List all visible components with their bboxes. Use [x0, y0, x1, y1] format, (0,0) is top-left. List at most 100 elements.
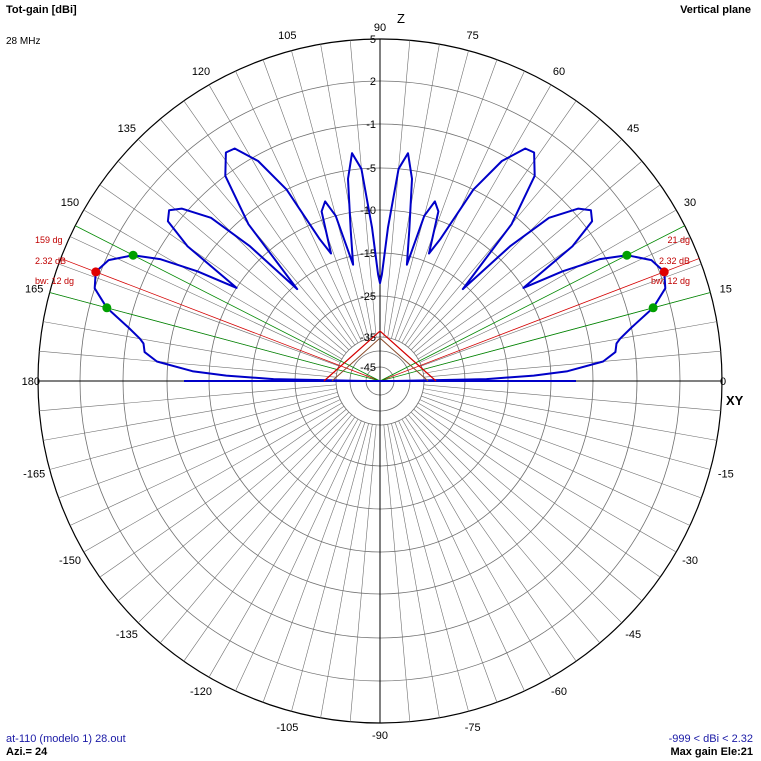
angle-label: 150 [61, 197, 79, 209]
radial-tick-label: -35 [360, 332, 376, 344]
file-name-label: at-110 (modelo 1) 28.out [6, 733, 126, 745]
angle-label: -60 [551, 686, 567, 698]
left-annotation: bw: 12 dg [35, 276, 74, 286]
left-annotation: 2.32 dB [35, 256, 66, 266]
gain-pattern [93, 147, 667, 382]
max-gain-label: Max gain Ele:21 [670, 746, 753, 758]
angle-label: -120 [190, 686, 212, 698]
grid-spoke [183, 100, 356, 346]
grid-spoke [408, 414, 601, 644]
grid-spoke [394, 59, 498, 340]
grid-spoke [404, 416, 577, 662]
beamwidth-marker [102, 303, 112, 313]
grid-spoke [208, 84, 359, 344]
grid-spoke [43, 321, 337, 374]
plane-label: Vertical plane [680, 4, 751, 16]
grid-spoke [401, 84, 552, 344]
grid-spoke [422, 392, 711, 470]
beamwidth-line [379, 225, 685, 382]
chart-title: Tot-gain [dBi] [6, 4, 77, 16]
angle-label: -90 [372, 730, 388, 742]
grid-spoke [349, 424, 377, 722]
grid-spoke [208, 418, 359, 678]
grid-spoke [49, 392, 338, 470]
radial-tick-label: 2 [370, 76, 376, 88]
grid-spoke [387, 44, 440, 338]
grid-spoke [117, 409, 347, 602]
grid-spoke [43, 388, 337, 441]
grid-spoke [137, 138, 350, 351]
angle-label: 45 [627, 123, 639, 135]
grid-spoke [262, 59, 366, 340]
angle-label: -45 [625, 629, 641, 641]
grid-spoke [423, 384, 721, 412]
angle-label: 105 [278, 30, 296, 42]
grid-spoke [421, 395, 702, 499]
grid-spoke [415, 405, 661, 578]
grid-spoke [39, 350, 337, 378]
frequency-label: 28 MHz [6, 36, 41, 47]
angle-label: 0 [720, 376, 726, 388]
grid-spoke [421, 263, 702, 367]
azimuth-label: Azi.= 24 [6, 746, 48, 758]
angle-label: 15 [720, 283, 732, 295]
grid-spoke [415, 184, 661, 357]
angle-label: 60 [553, 66, 565, 78]
beamwidth-marker [648, 303, 658, 313]
left-annotation: 159 dg [35, 235, 63, 245]
grid-spoke [383, 40, 411, 338]
right-annotation: 2.32 dB [659, 256, 690, 266]
beamwidth-marker [128, 250, 138, 260]
right-annotation: 21 dg [667, 235, 690, 245]
max-gain-line [60, 258, 381, 382]
grid-spoke [349, 40, 377, 338]
beam-annotations: 21 dg 2.32 dB bw: 12 dg 159 dg 2.32 dB bw: 12… [35, 235, 690, 286]
beamwidth-line [75, 225, 381, 382]
right-annotation: bw: 12 dg [651, 276, 690, 286]
grid-spoke [423, 350, 721, 378]
grid-spoke [413, 409, 643, 602]
grid-spoke [291, 50, 369, 339]
angle-label: -165 [23, 469, 45, 481]
grid-spoke [83, 209, 343, 360]
max-gain-marker [91, 267, 101, 277]
angle-label: 75 [467, 30, 479, 42]
radial-tick-label: -1 [366, 119, 376, 131]
grid-spoke [410, 411, 623, 624]
gain-pattern-curve [93, 147, 667, 382]
grid-spoke [391, 50, 469, 339]
grid-spoke [417, 209, 677, 360]
grid-spoke [413, 160, 643, 353]
grid-spoke [320, 44, 373, 338]
angle-label: 180 [22, 376, 40, 388]
angle-label: -15 [718, 469, 734, 481]
angle-label: 120 [192, 66, 210, 78]
angle-label: 90 [374, 22, 386, 34]
angle-label: -105 [276, 722, 298, 734]
grid-spoke [398, 420, 525, 692]
beamwidth-line [49, 292, 381, 382]
radial-tick-label: -15 [360, 248, 376, 260]
beam-markers [91, 250, 669, 313]
grid-spoke [183, 416, 356, 662]
grid-spoke [83, 402, 343, 553]
grid-spoke [401, 418, 552, 678]
max-gain-marker [659, 267, 669, 277]
angle-label: -30 [682, 555, 698, 567]
beamwidth-line [379, 292, 711, 382]
grid-spoke [58, 395, 339, 499]
grid-spoke [419, 399, 691, 526]
grid-spoke [137, 411, 350, 624]
grid-spoke [387, 424, 440, 718]
grid-spoke [423, 321, 717, 374]
grid-spoke [235, 420, 362, 692]
grid-spoke [320, 424, 373, 718]
angle-label: 135 [118, 123, 136, 135]
grid-spoke [69, 399, 341, 526]
grid-spoke [159, 414, 352, 644]
angle-label: 165 [25, 283, 43, 295]
z-axis-label: Z [397, 11, 405, 26]
grid-spoke [394, 422, 498, 703]
grid-spoke [417, 402, 677, 553]
